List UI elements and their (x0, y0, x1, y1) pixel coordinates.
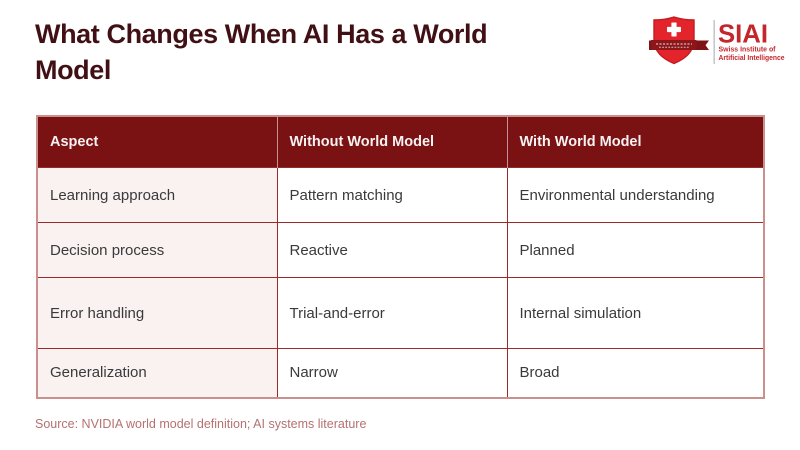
col-header-aspect: Aspect (37, 116, 278, 168)
table-row: Error handling Trial-and-error Internal … (36, 277, 765, 349)
cell-aspect: Generalization (36, 348, 278, 398)
table-header-row: Aspect Without World Model With World Mo… (37, 116, 764, 168)
cell-without: Narrow (276, 348, 508, 398)
cell-aspect: Error handling (36, 277, 278, 349)
cell-with: Internal simulation (506, 277, 765, 349)
cell-with: Environmental understanding (506, 167, 765, 223)
siai-acronym: SIAI (718, 19, 768, 49)
table-row: Generalization Narrow Broad (36, 348, 765, 398)
col-header-with-world-model: With World Model (507, 116, 764, 168)
siai-logo: SIAI Swiss Institute of Artificial Intel… (649, 16, 785, 65)
table-row: Learning approach Pattern matching Envir… (36, 167, 765, 223)
logo-divider (713, 20, 715, 64)
ribbon-banner (649, 40, 709, 50)
page-title-line-1: What Changes When AI Has a World (35, 19, 488, 49)
page-title: What Changes When AI Has a World Model (35, 16, 488, 88)
swiss-cross-icon (667, 22, 681, 37)
comparison-table: Aspect Without World Model With World Mo… (36, 115, 765, 399)
cell-without: Pattern matching (276, 167, 508, 223)
cell-without: Reactive (276, 222, 508, 278)
org-name-line-2: Artificial Intelligence (719, 53, 785, 62)
source-note: Source: NVIDIA world model definition; A… (35, 417, 367, 431)
cell-with: Planned (506, 222, 765, 278)
cell-aspect: Learning approach (36, 167, 278, 223)
swiss-shield-icon (649, 16, 709, 65)
table-row: Decision process Reactive Planned (36, 222, 765, 278)
cell-aspect: Decision process (36, 222, 278, 278)
page-title-line-2: Model (35, 55, 111, 85)
col-header-without-world-model: Without World Model (277, 116, 508, 168)
cell-with: Broad (506, 348, 765, 398)
org-name-line-1: Swiss Institute of (719, 45, 776, 54)
cell-without: Trial-and-error (276, 277, 508, 349)
